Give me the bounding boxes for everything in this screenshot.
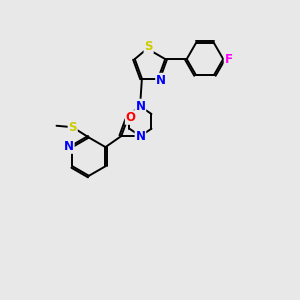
Text: N: N (64, 140, 74, 153)
Text: S: S (144, 40, 153, 53)
Text: N: N (135, 130, 146, 143)
Text: N: N (156, 74, 166, 87)
Text: F: F (224, 52, 232, 66)
Text: O: O (126, 111, 136, 124)
Text: S: S (68, 121, 77, 134)
Text: N: N (135, 100, 146, 112)
